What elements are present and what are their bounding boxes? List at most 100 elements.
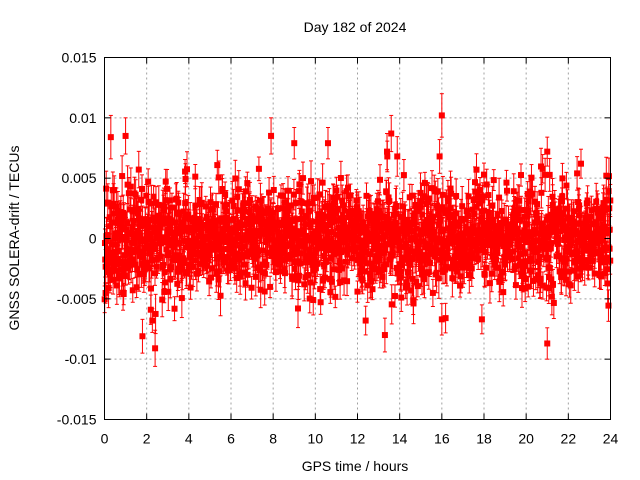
data-point-group [209, 257, 216, 280]
data-point [103, 185, 110, 192]
data-point [119, 266, 126, 273]
data-point [218, 215, 225, 222]
data-point [227, 234, 234, 241]
data-point [195, 226, 202, 233]
data-point [166, 223, 173, 230]
data-point-group [149, 308, 156, 333]
data-point [208, 232, 215, 239]
data-point [187, 284, 194, 291]
data-point [319, 179, 326, 186]
data-point [160, 262, 167, 269]
data-point [111, 210, 118, 217]
data-point [163, 246, 170, 253]
data-point [344, 278, 351, 285]
data-point [218, 252, 225, 259]
data-point [150, 193, 157, 200]
data-point [125, 190, 132, 197]
data-point [106, 214, 113, 221]
data-point [124, 181, 131, 188]
data-point [217, 292, 224, 299]
data-point [220, 238, 227, 245]
data-point [223, 254, 230, 261]
data-point [148, 285, 155, 292]
data-point [222, 222, 229, 229]
data-point [377, 176, 384, 183]
data-point [120, 211, 127, 218]
data-point-group [217, 275, 224, 317]
data-point [224, 267, 231, 274]
data-point [133, 284, 140, 291]
data-point [135, 166, 142, 173]
data-point [308, 178, 315, 185]
data-point [274, 206, 281, 213]
data-point [180, 237, 187, 244]
data-point [192, 202, 199, 209]
data-point [104, 199, 111, 206]
data-point [195, 267, 202, 274]
data-point [151, 224, 158, 231]
data-point [207, 274, 214, 281]
data-point [168, 230, 175, 237]
data-point [332, 293, 339, 300]
data-point [165, 288, 172, 295]
data-point [174, 280, 181, 287]
data-point [199, 222, 206, 229]
data-point [186, 227, 193, 234]
data-point [183, 215, 190, 222]
data-point [369, 286, 376, 293]
data-point [151, 246, 158, 253]
data-point [111, 264, 118, 271]
data-point [267, 283, 274, 290]
data-point [174, 252, 181, 259]
data-point [119, 173, 126, 180]
data-point-group [267, 275, 274, 299]
data-point [142, 259, 149, 266]
data-point [192, 257, 199, 264]
data-point [113, 267, 120, 274]
data-point [214, 162, 221, 169]
data-point [202, 203, 209, 210]
data-point-group [362, 305, 369, 336]
data-point [162, 178, 169, 185]
data-point [317, 299, 324, 306]
data-point [185, 211, 192, 218]
data-point [215, 276, 222, 283]
data-point [223, 201, 230, 208]
data-point [207, 240, 214, 247]
data-point [134, 266, 141, 273]
data-point [181, 259, 188, 266]
data-point [167, 275, 174, 282]
data-point [222, 191, 229, 198]
data-point [162, 197, 169, 204]
data-point [333, 187, 340, 194]
data-point-group [215, 160, 222, 195]
data-point [145, 230, 152, 237]
data-point [138, 196, 145, 203]
data-point [342, 258, 349, 265]
data-point [118, 272, 125, 279]
data-point [144, 242, 151, 249]
data-point [167, 264, 174, 271]
data-point [244, 180, 251, 187]
data-point [159, 296, 166, 303]
data-point [114, 248, 121, 255]
data-point [263, 261, 270, 268]
data-point [129, 287, 136, 294]
data-point [149, 317, 156, 324]
data-point-group [135, 150, 142, 189]
data-point-group [184, 151, 191, 188]
data-point-group [171, 296, 178, 322]
data-point [102, 289, 109, 296]
data-point [182, 176, 189, 183]
data-point [104, 246, 111, 253]
data-point [142, 221, 149, 228]
data-point [107, 223, 114, 230]
data-point [362, 317, 369, 324]
data-point-group [119, 155, 126, 197]
data-point [117, 260, 124, 267]
data-point [244, 271, 251, 278]
data-point [102, 263, 109, 270]
data-point [184, 166, 191, 173]
data-point [219, 186, 226, 193]
